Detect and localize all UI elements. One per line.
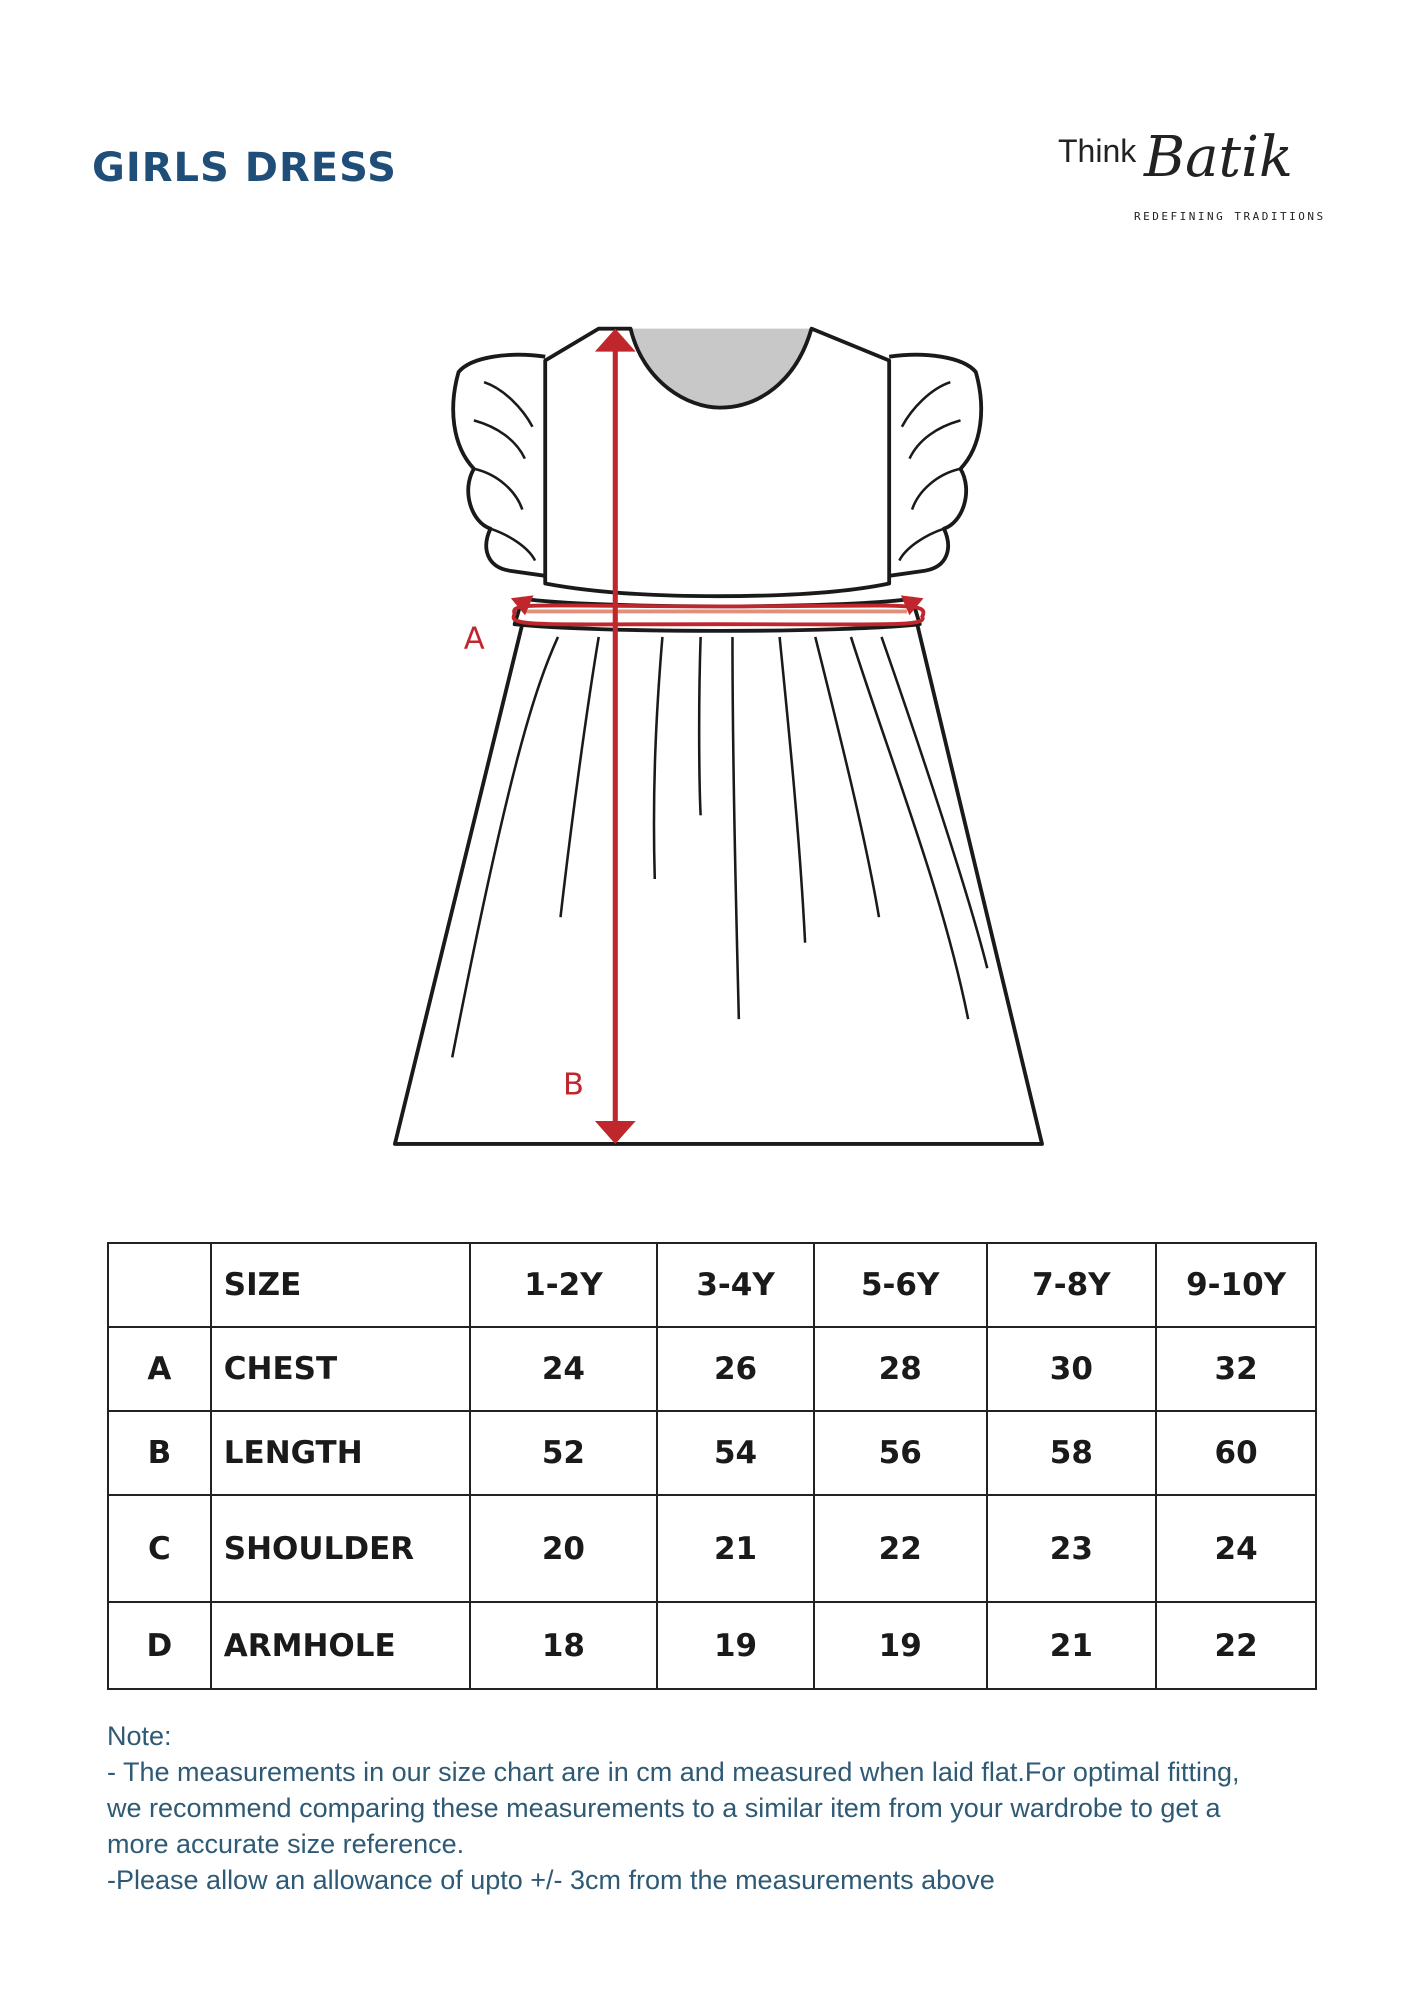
cell: 18 xyxy=(468,1601,659,1690)
note-section: Note: - The measurements in our size cha… xyxy=(107,1718,1337,1898)
cell: 21 xyxy=(656,1494,815,1603)
table-row: C SHOULDER 20 21 22 23 24 xyxy=(107,1494,1317,1603)
cell: 22 xyxy=(1155,1601,1317,1690)
label-a: A xyxy=(464,621,485,656)
row-label: SHOULDER xyxy=(209,1494,471,1603)
measure-b xyxy=(594,328,636,1144)
header-cell: 7-8Y xyxy=(985,1242,1158,1328)
cell: 54 xyxy=(656,1410,815,1496)
note-line: - The measurements in our size chart are… xyxy=(107,1757,1240,1787)
page-title: GIRLS DRESS xyxy=(92,145,397,191)
table-row: D ARMHOLE 18 19 19 21 22 xyxy=(107,1601,1317,1690)
measure-a xyxy=(510,595,926,627)
row-label: CHEST xyxy=(209,1326,471,1412)
cell: 24 xyxy=(468,1326,659,1412)
header-cell xyxy=(107,1242,212,1328)
row-label: LENGTH xyxy=(209,1410,471,1496)
cell: 28 xyxy=(812,1326,988,1412)
cell: 24 xyxy=(1155,1494,1317,1603)
cell: 58 xyxy=(985,1410,1158,1496)
note-line: we recommend comparing these measurement… xyxy=(107,1793,1221,1823)
logo-think: Think xyxy=(1058,133,1137,169)
table-row: A CHEST 24 26 28 30 32 xyxy=(107,1326,1317,1412)
neckline xyxy=(630,328,812,408)
skirt xyxy=(392,623,1044,1146)
cell: 52 xyxy=(468,1410,659,1496)
logo-batik: Batik xyxy=(1144,125,1293,190)
logo-tagline: REDEFINING TRADITIONS xyxy=(1134,210,1326,223)
header-cell: 1-2Y xyxy=(468,1242,659,1328)
cell: 20 xyxy=(468,1494,659,1603)
cell: 23 xyxy=(985,1494,1158,1603)
label-b: B xyxy=(563,1067,584,1102)
note-heading: Note: xyxy=(107,1721,172,1751)
row-code: C xyxy=(107,1494,212,1603)
header-cell: 3-4Y xyxy=(656,1242,815,1328)
cell: 22 xyxy=(812,1494,988,1603)
cell: 32 xyxy=(1155,1326,1317,1412)
cell: 30 xyxy=(985,1326,1158,1412)
header-cell: 9-10Y xyxy=(1155,1242,1317,1328)
left-sleeve xyxy=(451,352,546,578)
row-code: B xyxy=(107,1410,212,1496)
cell: 60 xyxy=(1155,1410,1317,1496)
table-row: B LENGTH 52 54 56 58 60 xyxy=(107,1410,1317,1496)
cell: 19 xyxy=(656,1601,815,1690)
row-code: A xyxy=(107,1326,212,1412)
note-line: more accurate size reference. xyxy=(107,1829,465,1859)
cell: 56 xyxy=(812,1410,988,1496)
header-cell: SIZE xyxy=(209,1242,471,1328)
row-label: ARMHOLE xyxy=(209,1601,471,1690)
right-sleeve xyxy=(888,352,984,578)
row-code: D xyxy=(107,1601,212,1690)
size-table: SIZE 1-2Y 3-4Y 5-6Y 7-8Y 9-10Y A CHEST 2… xyxy=(107,1242,1317,1690)
note-line: -Please allow an allowance of upto +/- 3… xyxy=(107,1865,995,1895)
brand-logo: Think Batik REDEFINING TRADITIONS xyxy=(1052,125,1342,230)
table-header-row: SIZE 1-2Y 3-4Y 5-6Y 7-8Y 9-10Y xyxy=(107,1242,1317,1328)
bodice xyxy=(543,326,892,599)
cell: 21 xyxy=(985,1601,1158,1690)
cell: 26 xyxy=(656,1326,815,1412)
cell: 19 xyxy=(812,1601,988,1690)
header-cell: 5-6Y xyxy=(812,1242,988,1328)
